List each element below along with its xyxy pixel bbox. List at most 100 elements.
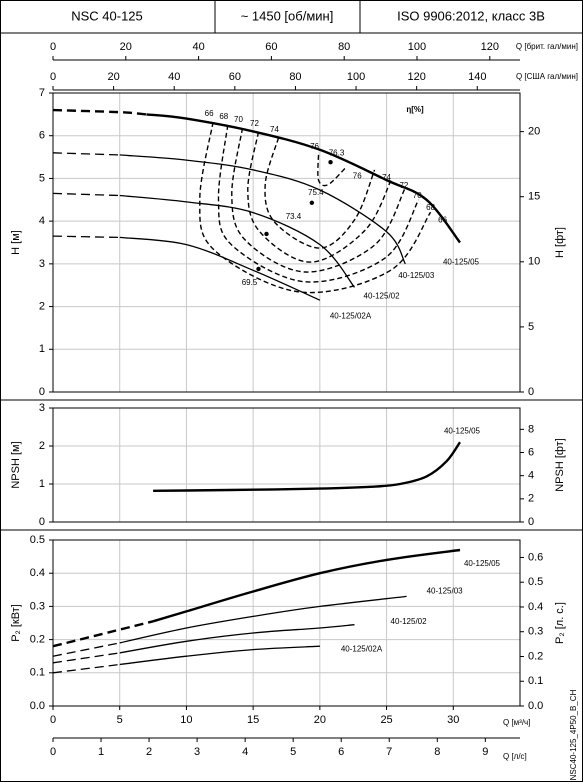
flow-axis-tick-label: 0 (50, 41, 56, 53)
y-axis-title: NPSH [м] (10, 441, 22, 488)
flow-axis-tick-label: 3 (194, 746, 200, 758)
efficiency-curve (199, 121, 432, 294)
efficiency-point (309, 200, 315, 205)
curve-label: 40-125/02 (391, 617, 428, 626)
plot-area (52, 407, 521, 523)
y-axis-title: P₂ [кВт] (10, 604, 22, 642)
x-axis-title: Q [м³/ч] (503, 718, 530, 727)
efficiency-label: 70 (234, 115, 243, 124)
y-tick-label: 0.3 (30, 600, 45, 612)
y-axis-title: H [м] (10, 230, 22, 255)
plot-border (52, 539, 521, 707)
y2-tick-label: 0.6 (528, 551, 543, 563)
efficiency-point-label: 73.4 (286, 212, 302, 221)
x-tick-label: 25 (380, 714, 392, 726)
curve (52, 192, 120, 197)
y-tick-label: 5 (39, 172, 45, 184)
y2-tick-label: 10 (528, 256, 540, 268)
flow-axis-tick-label: 6 (338, 746, 344, 758)
efficiency-label: 72 (250, 119, 259, 128)
y-tick-label: 1 (39, 478, 45, 490)
plot-border (52, 92, 521, 393)
flow-axis-title: Q [брит. гал/мин] (516, 42, 578, 51)
y-tick-label: 2 (39, 440, 45, 452)
curve (52, 652, 120, 664)
efficiency-label: 74 (382, 173, 391, 182)
curve (146, 113, 461, 244)
flow-axis-tick-label: 60 (265, 41, 277, 53)
flow-axis-tick-label: 80 (338, 41, 350, 53)
y2-tick-label: 15 (528, 191, 540, 203)
flow-axis-tick-label: 0 (50, 71, 56, 83)
curve (119, 645, 320, 666)
curve-label: 40-125/03 (427, 587, 464, 596)
efficiency-point-label: 69.5 (242, 278, 258, 287)
efficiency-point-label: 75.4 (308, 188, 324, 197)
header-model: NSC 40-125 (71, 8, 143, 23)
flow-axis-tick-label: 0 (50, 746, 56, 758)
x-tick-label: 20 (314, 714, 326, 726)
efficiency-label: 66 (205, 109, 214, 118)
efficiency-label: 76 (353, 171, 362, 180)
y2-tick-label: 0.5 (528, 576, 543, 588)
drawing-code: NSC40-125_4P50_B_CH (569, 689, 578, 780)
efficiency-curve (247, 131, 393, 263)
y2-tick-label: 0 (528, 386, 534, 398)
curve (152, 548, 461, 623)
curve (119, 194, 356, 288)
x-tick-label: 5 (117, 714, 123, 726)
flow-axis-tick-label: 40 (168, 71, 180, 83)
flow-axis-tick-label: 80 (289, 71, 301, 83)
curve (119, 624, 355, 654)
y-tick-label: 6 (39, 130, 45, 142)
plot-area (52, 92, 521, 393)
efficiency-curve (231, 127, 406, 273)
curve-label: 40-125/02 (364, 291, 401, 300)
curve (52, 108, 147, 116)
y2-tick-label: 4 (528, 470, 534, 482)
x-tick-label: 15 (247, 714, 259, 726)
y2-tick-label: 0 (528, 516, 534, 528)
efficiency-label: 68 (426, 203, 435, 212)
flow-axis-tick-label: 9 (482, 746, 488, 758)
flow-axis-tick-label: 120 (481, 41, 499, 53)
y2-tick-label: 0.4 (528, 601, 543, 613)
y2-axis-title: H [фт] (554, 227, 566, 258)
y2-tick-label: 0.1 (528, 675, 543, 687)
flow-axis-tick-label: 8 (434, 746, 440, 758)
efficiency-curve (217, 124, 420, 283)
efficiency-point (264, 231, 269, 237)
y2-tick-label: 0.0 (528, 700, 543, 712)
curve-label: 40-125/05 (464, 559, 501, 568)
curve (52, 152, 120, 156)
efficiency-label: 72 (399, 181, 408, 190)
y-tick-label: 0.0 (30, 700, 45, 712)
flow-axis-tick-label: 4 (242, 746, 248, 758)
efficiency-title: η[%] (406, 105, 424, 114)
curve (52, 235, 120, 239)
y-tick-label: 0 (39, 386, 45, 398)
efficiency-label: 74 (270, 125, 279, 134)
y2-tick-label: 0.2 (528, 650, 543, 662)
y2-tick-label: 6 (528, 446, 534, 458)
y2-axis-title: P₂ [л. с.] (554, 602, 566, 644)
y-tick-label: 3 (39, 258, 45, 270)
flow-axis-tick-label: 5 (290, 746, 296, 758)
efficiency-label: 68 (219, 112, 228, 121)
curve-label: 40-125/02A (341, 644, 383, 653)
y2-tick-label: 20 (528, 126, 540, 138)
flow-axis-title: Q [США гал/мин] (516, 72, 578, 81)
x-tick-label: 30 (447, 714, 459, 726)
curve (52, 663, 120, 674)
plot-area (52, 539, 521, 707)
flow-axis-tick-label: 100 (347, 71, 365, 83)
efficiency-point (328, 159, 333, 165)
flow-axis-tick-label: 2 (146, 746, 152, 758)
flow-axis-tick-label: 20 (120, 41, 132, 53)
x-tick-label: 0 (50, 714, 56, 726)
plot-border (52, 407, 521, 523)
y2-tick-label: 2 (528, 493, 534, 505)
y-tick-label: 0.5 (30, 534, 45, 546)
